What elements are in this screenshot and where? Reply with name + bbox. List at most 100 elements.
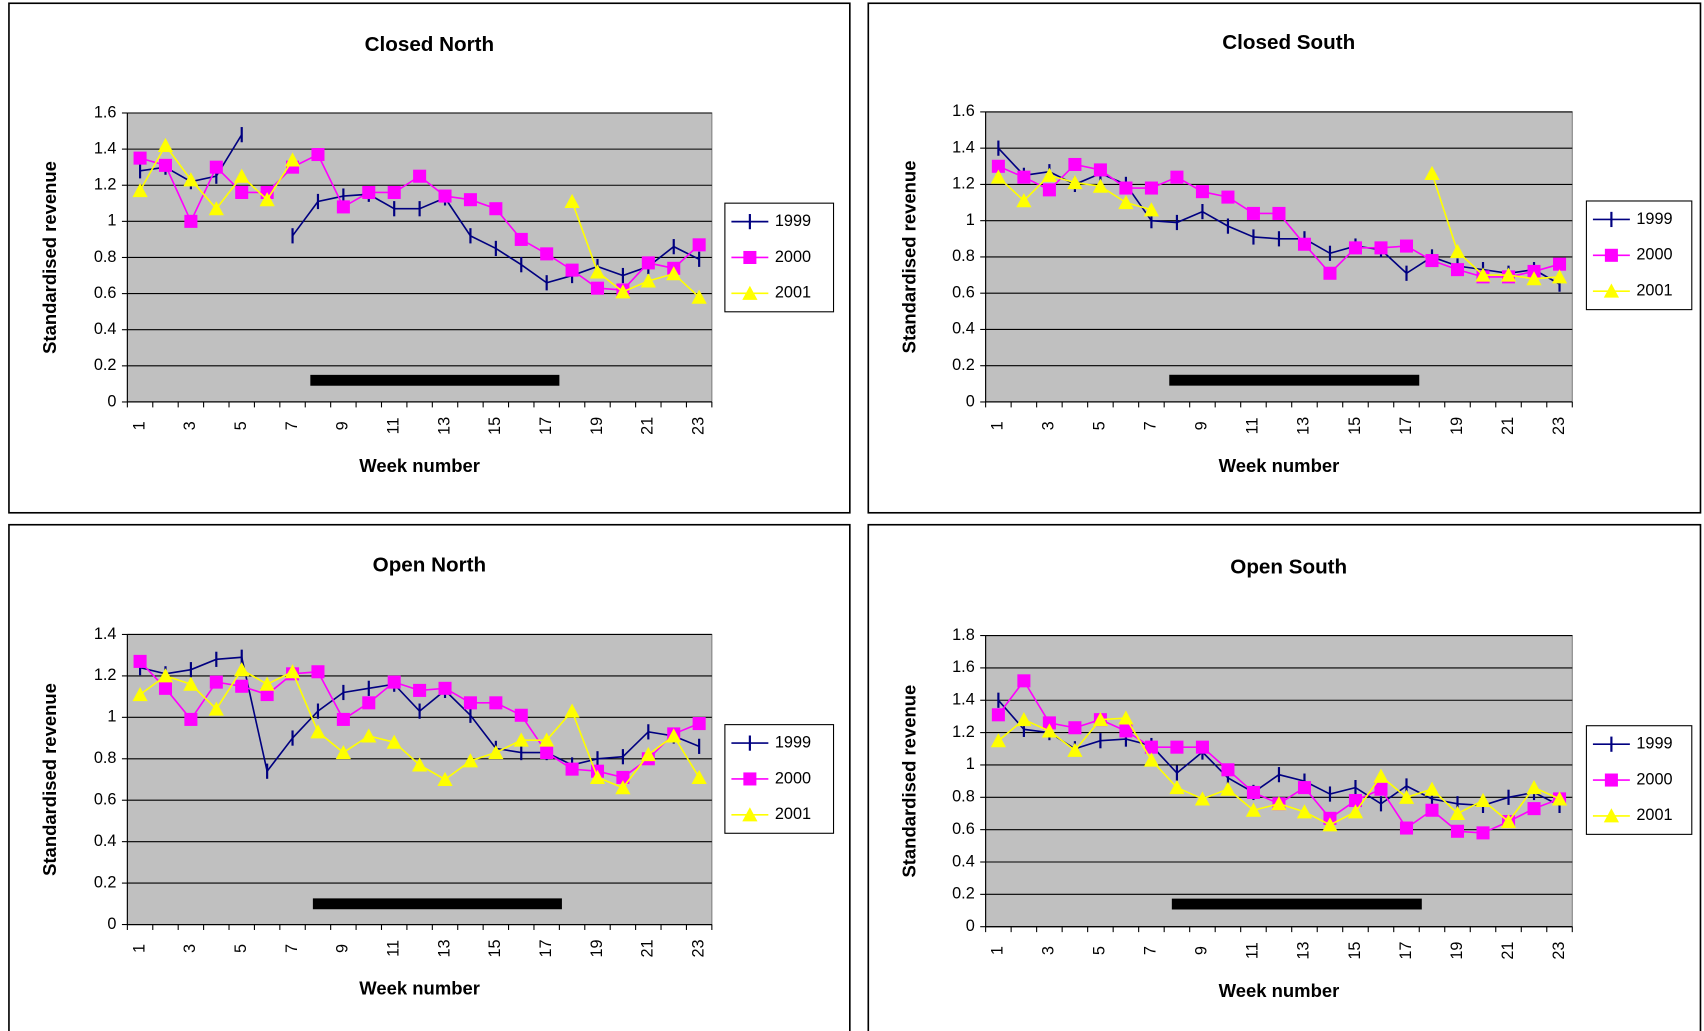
marker	[1297, 237, 1311, 251]
marker	[1092, 178, 1109, 193]
chart-title: Open North	[373, 553, 486, 576]
marker	[284, 664, 301, 679]
chart-title: Closed South	[1222, 31, 1355, 54]
marker	[362, 185, 376, 199]
x-tick-label: 23	[689, 417, 707, 435]
marker	[1322, 817, 1338, 832]
y-tick-label: 1.2	[94, 176, 117, 194]
y-tick-label: 0.6	[94, 284, 117, 302]
marker	[1450, 824, 1465, 838]
y-tick-label: 1.6	[952, 102, 975, 120]
x-tick-label: 3	[1040, 946, 1058, 955]
x-tick-label: 13	[1295, 942, 1313, 960]
marker	[158, 681, 173, 695]
legend-label: 1999	[1636, 210, 1672, 228]
marker	[565, 762, 579, 776]
marker	[666, 728, 682, 743]
marker	[234, 662, 250, 677]
marker	[743, 250, 757, 264]
marker	[615, 284, 631, 299]
marker	[1424, 165, 1440, 181]
marker	[1195, 185, 1209, 199]
marker	[641, 256, 655, 270]
y-tick-label: 1.4	[952, 691, 975, 709]
y-tick-label: 0.4	[952, 320, 975, 338]
marker	[311, 665, 325, 679]
y-tick-label: 1	[966, 211, 975, 229]
x-tick-label: 11	[1244, 942, 1262, 959]
marker	[1068, 157, 1082, 171]
x-tick-label: 9	[334, 944, 352, 953]
marker	[1424, 781, 1440, 796]
x-tick-label: 13	[1295, 417, 1313, 435]
marker	[259, 192, 275, 207]
x-tick-label: 19	[588, 417, 606, 435]
x-tick-label: 15	[486, 939, 504, 957]
y-axis-title: Standardised revenue	[899, 161, 920, 354]
x-tick-label: 1	[130, 944, 148, 953]
x-axis-title: Week number	[1219, 455, 1340, 476]
marker	[438, 681, 452, 695]
marker	[462, 753, 479, 768]
legend-label: 2001	[775, 284, 811, 302]
marker	[692, 238, 706, 252]
x-tick-label: 17	[537, 417, 555, 435]
marker	[1221, 763, 1235, 777]
y-tick-label: 0.8	[952, 788, 975, 806]
y-axis-title: Standardised revenue	[39, 683, 60, 876]
marker	[158, 158, 173, 172]
marker	[1500, 813, 1517, 829]
marker	[1271, 796, 1287, 811]
marker	[1092, 712, 1109, 727]
marker	[990, 169, 1006, 184]
y-tick-label: 1	[966, 755, 975, 773]
marker	[1195, 740, 1209, 754]
x-tick-label: 21	[639, 417, 657, 435]
marker	[1119, 724, 1133, 738]
x-tick-label: 17	[1397, 942, 1415, 960]
legend-label: 2000	[775, 769, 811, 787]
marker	[1017, 674, 1031, 688]
y-tick-label: 1.2	[952, 723, 975, 741]
marker	[1220, 781, 1236, 796]
marker	[184, 214, 198, 228]
x-tick-label: 7	[1142, 421, 1160, 430]
y-tick-label: 0	[966, 917, 975, 935]
x-tick-label: 7	[283, 421, 301, 430]
marker	[1144, 181, 1158, 195]
marker	[387, 675, 401, 689]
y-tick-label: 0.4	[94, 832, 117, 850]
y-tick-label: 1.2	[952, 175, 975, 193]
y-tick-label: 0.4	[94, 320, 117, 338]
x-tick-label: 1	[130, 421, 148, 430]
x-tick-label: 19	[1448, 942, 1466, 960]
y-tick-label: 1	[107, 212, 116, 230]
marker	[590, 281, 605, 295]
marker	[336, 712, 350, 726]
y-tick-label: 0.8	[952, 247, 975, 265]
marker	[1169, 779, 1185, 795]
marker	[235, 185, 249, 199]
marker	[691, 769, 707, 784]
marker	[991, 159, 1005, 173]
x-tick-label: 11	[384, 940, 402, 957]
marker	[742, 807, 758, 822]
x-tick-label: 7	[283, 944, 301, 953]
marker	[1604, 773, 1618, 787]
marker	[412, 757, 428, 772]
marker	[1500, 267, 1517, 282]
legend-label: 1999	[775, 212, 811, 230]
x-tick-label: 3	[181, 421, 199, 430]
marker	[1449, 243, 1466, 259]
y-tick-label: 1.4	[94, 139, 117, 157]
y-axis-title: Standardised revenue	[39, 161, 60, 354]
y-tick-label: 0.4	[952, 852, 975, 870]
marker	[589, 264, 606, 279]
y-tick-label: 0	[966, 392, 975, 410]
legend-label: 1999	[1636, 734, 1672, 752]
marker	[742, 285, 758, 300]
legend-label: 2001	[1636, 281, 1672, 299]
x-tick-label: 23	[1550, 942, 1568, 960]
marker	[1526, 271, 1542, 286]
marker	[1348, 794, 1362, 808]
